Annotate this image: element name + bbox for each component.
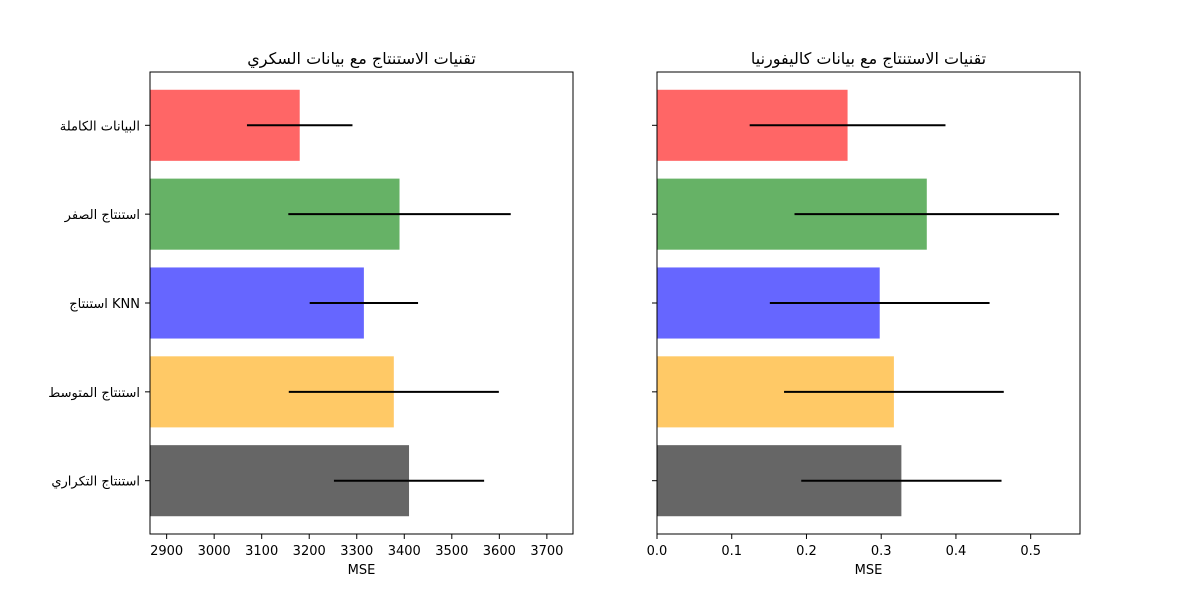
y-tick-label: استنتاج KNN [69,297,140,312]
x-tick-label: 0.3 [871,544,892,559]
axes-frame [656,71,1081,535]
x-tick-label: 3600 [483,544,516,559]
chart-title: تقنيات الاستنتاج مع بيانات كاليفورنيا [751,49,986,69]
x-tick-label: 3200 [293,544,326,559]
x-tick-label: 2900 [150,544,183,559]
x-axis-label: MSE [348,563,376,578]
x-tick-label: 0.2 [796,544,817,559]
chart-title: تقنيات الاستنتاج مع بيانات السكري [247,49,476,69]
y-tick-label: استنتاج المتوسط [48,386,140,401]
x-tick-label: 3000 [198,544,231,559]
x-tick-label: 0.4 [946,544,967,559]
chart-panel-1: البيانات الكاملة استنتاج الصفر استنتاج KNN… [48,49,574,578]
y-tick-label: استنتاج التكراري [51,475,140,490]
x-tick-label: 3100 [245,544,278,559]
x-tick-label: 3500 [435,544,468,559]
x-tick-label: 3300 [340,544,373,559]
x-tick-label: 0.5 [1020,544,1041,559]
x-tick-label: 0.1 [721,544,742,559]
y-tick-label: استنتاج الصفر [64,208,140,223]
x-tick-label: 3400 [388,544,421,559]
x-tick-label: 0.0 [647,544,668,559]
axes-frame [149,71,574,535]
x-tick-label: 3700 [530,544,563,559]
chart-panel-2: 0.0 0.1 0.2 0.3 0.4 0.5 MSE تقنيات الاستنتاج مع… [647,49,1081,578]
x-axis-label: MSE [855,563,883,578]
y-tick-label: البيانات الكاملة [60,119,140,134]
